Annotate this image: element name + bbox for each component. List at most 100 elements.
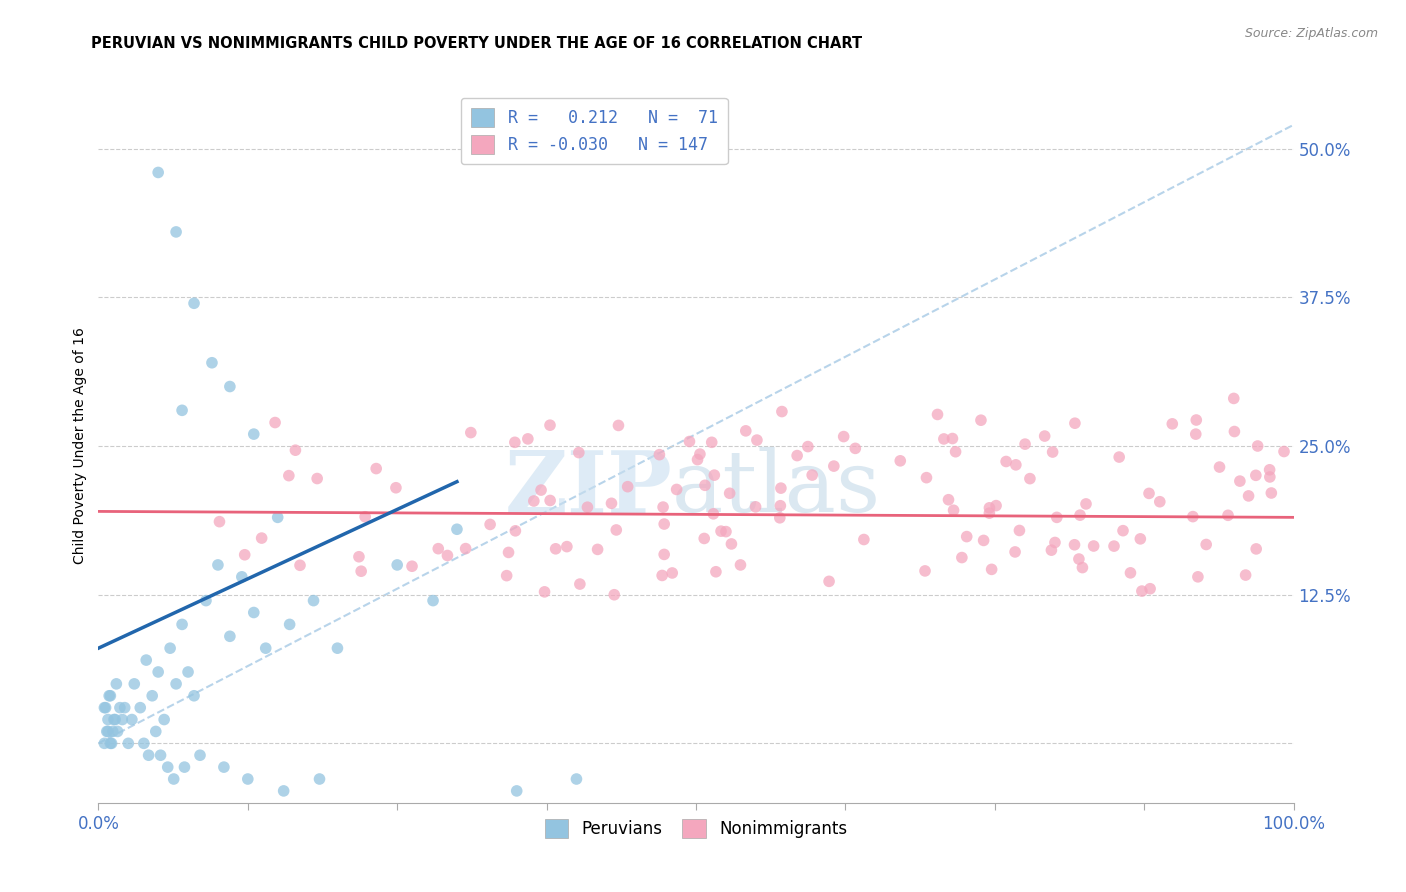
Point [1244,468,1267,483]
Point [121,713,143,727]
Point [105,677,128,691]
Point [1004,545,1026,559]
Point [984,499,1007,513]
Point [503,435,526,450]
Point [565,772,588,786]
Point [769,499,792,513]
Point [1185,413,1208,427]
Point [1014,437,1036,451]
Point [385,558,409,572]
Point [479,517,502,532]
Point [1234,568,1257,582]
Point [308,772,330,786]
Point [979,500,1001,515]
Point [250,531,273,545]
Point [651,568,673,582]
Point [1258,463,1281,477]
Point [288,558,311,573]
Point [183,296,205,310]
Point [446,522,468,536]
Point [243,606,266,620]
Point [1161,417,1184,431]
Point [600,496,623,510]
Point [979,506,1001,520]
Point [995,454,1018,468]
Point [135,653,157,667]
Point [538,493,561,508]
Point [212,760,235,774]
Point [686,452,709,467]
Point [1067,552,1090,566]
Point [652,516,675,531]
Point [498,545,520,559]
Point [1223,425,1246,439]
Point [1137,486,1160,500]
Point [207,558,229,572]
Point [93,700,115,714]
Point [832,429,855,443]
Point [1130,584,1153,599]
Point [278,617,301,632]
Point [97,713,120,727]
Point [1216,508,1239,523]
Point [734,424,756,438]
Point [652,500,675,514]
Point [1063,538,1085,552]
Point [307,471,329,485]
Point [163,772,186,786]
Point [153,713,176,727]
Point [201,356,224,370]
Point [720,537,742,551]
Point [506,784,529,798]
Point [744,500,766,514]
Point [219,379,242,393]
Point [714,524,737,539]
Point [103,713,125,727]
Point [159,641,181,656]
Point [1019,472,1042,486]
Point [1043,535,1066,549]
Point [454,541,477,556]
Point [941,432,963,446]
Point [277,468,299,483]
Point [1119,566,1142,580]
Point [117,736,139,750]
Point [354,509,377,524]
Point [703,468,725,483]
Point [173,760,195,774]
Point [1005,458,1028,472]
Point [172,617,194,632]
Point [1108,450,1130,464]
Point [495,568,517,582]
Point [114,700,136,714]
Point [605,523,627,537]
Point [665,483,688,497]
Point [219,629,242,643]
Point [568,445,591,459]
Point [1040,543,1063,558]
Point [422,593,444,607]
Point [1008,524,1031,538]
Point [661,566,683,580]
Text: PERUVIAN VS NONIMMIGRANTS CHILD POVERTY UNDER THE AGE OF 16 CORRELATION CHART: PERUVIAN VS NONIMMIGRANTS CHILD POVERTY … [91,36,862,51]
Point [1237,489,1260,503]
Point [236,772,259,786]
Point [148,665,170,679]
Point [538,418,561,433]
Point [718,486,741,500]
Point [652,548,675,562]
Point [149,748,172,763]
Point [350,564,373,578]
Point [730,558,752,572]
Point [145,724,167,739]
Point [1102,539,1125,553]
Point [1258,470,1281,484]
Text: atlas: atlas [672,447,882,531]
Point [98,689,122,703]
Point [1129,532,1152,546]
Point [254,641,277,656]
Point [436,549,458,563]
Point [1033,429,1056,443]
Point [704,565,727,579]
Point [823,459,845,474]
